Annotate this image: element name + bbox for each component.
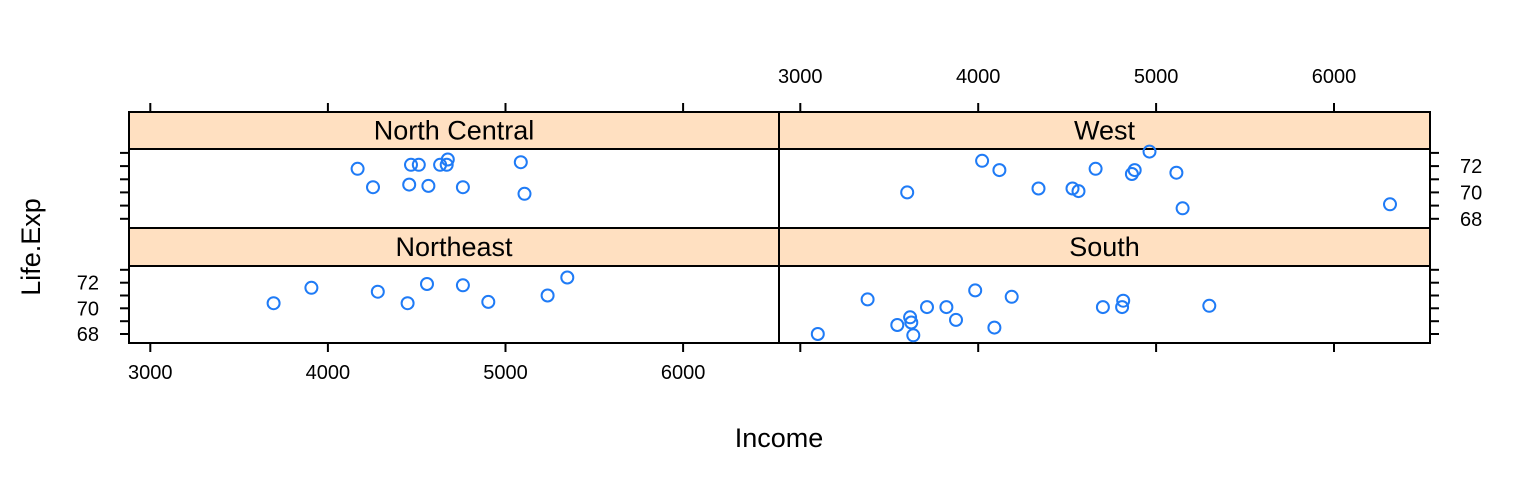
data-point	[350, 161, 365, 176]
strip-north-central	[128, 111, 780, 150]
data-point	[890, 318, 905, 332]
y-tick-label-right: 68	[1460, 209, 1482, 231]
data-point	[939, 300, 954, 315]
y-tick-label-left: 70	[77, 298, 99, 320]
x-tick-label-top: 4000	[956, 66, 1001, 88]
data-point	[1071, 184, 1086, 199]
data-point	[1169, 165, 1184, 180]
data-point	[920, 300, 934, 315]
x-tick-label-bottom: 5000	[483, 362, 528, 384]
panel-northeast: Northeast	[128, 227, 780, 344]
data-point	[1175, 201, 1190, 216]
data-point	[906, 328, 921, 343]
strip-label-north-central: North Central	[374, 116, 535, 146]
data-point	[810, 327, 825, 341]
x-axis-title: Income	[735, 423, 824, 453]
data-point	[421, 178, 436, 193]
x-tick-label-top: 3000	[778, 66, 823, 88]
data-point	[904, 315, 919, 330]
data-point	[949, 312, 963, 327]
data-point	[900, 185, 915, 200]
y-tick-label-left: 72	[77, 273, 99, 295]
data-point	[975, 153, 990, 168]
data-point	[1004, 289, 1019, 304]
data-point	[560, 270, 575, 285]
plot-frame-west	[778, 148, 1431, 229]
strip-label-west: West	[1074, 116, 1136, 146]
panel-south: South	[778, 227, 1431, 344]
data-point	[370, 284, 385, 299]
panel-north-central: North Central	[128, 111, 780, 229]
strip-label-south: South	[1069, 232, 1140, 262]
x-tick-label-bottom: 3000	[128, 362, 173, 384]
data-point	[455, 278, 470, 293]
x-tick-label-bottom: 4000	[306, 362, 351, 384]
y-tick-label-right: 72	[1460, 156, 1482, 178]
data-point	[1124, 167, 1139, 181]
data-point	[513, 155, 528, 170]
data-point	[439, 157, 454, 172]
plot-frame-northeast	[128, 265, 780, 344]
x-tick-label-bottom: 6000	[661, 362, 706, 384]
y-tick-label-left: 68	[77, 324, 99, 346]
data-point	[266, 296, 281, 311]
x-tick-label-top: 5000	[1134, 66, 1179, 88]
plot-frame-south	[778, 265, 1431, 344]
data-point	[1115, 300, 1130, 315]
strip-west	[778, 111, 1431, 150]
data-point	[400, 296, 415, 311]
data-point	[968, 283, 983, 298]
data-point	[860, 292, 875, 307]
strip-label-northeast: Northeast	[395, 232, 513, 262]
data-point	[481, 294, 496, 309]
data-point	[404, 157, 418, 172]
data-point	[411, 157, 426, 172]
axes-layer: 3000 4000 5000 6000 3000 4000 5000 6000 68 70 72 68…	[77, 66, 1483, 384]
data-point	[1142, 144, 1157, 159]
data-point	[440, 152, 455, 167]
data-point	[1202, 298, 1217, 313]
data-point	[455, 180, 470, 195]
data-point	[1088, 161, 1103, 176]
panels-layer: North Central West Northeast South	[128, 111, 1431, 344]
y-tick-label-right: 70	[1460, 182, 1482, 204]
data-point	[304, 280, 319, 295]
data-point	[402, 177, 417, 192]
data-point	[903, 310, 918, 325]
data-point	[987, 320, 1002, 335]
data-point	[1031, 181, 1046, 196]
x-tick-label-top: 6000	[1312, 66, 1357, 88]
data-point	[1383, 197, 1397, 212]
y-axis-title: Life.Exp	[16, 198, 46, 296]
data-point	[1095, 300, 1110, 315]
data-point	[1116, 293, 1131, 308]
strip-south	[778, 227, 1431, 267]
data-point	[992, 163, 1007, 178]
data-point	[517, 186, 532, 201]
data-point	[420, 277, 434, 291]
panel-west: West	[778, 111, 1431, 229]
data-point	[540, 288, 555, 303]
data-point	[1127, 163, 1142, 178]
data-point	[366, 180, 380, 195]
